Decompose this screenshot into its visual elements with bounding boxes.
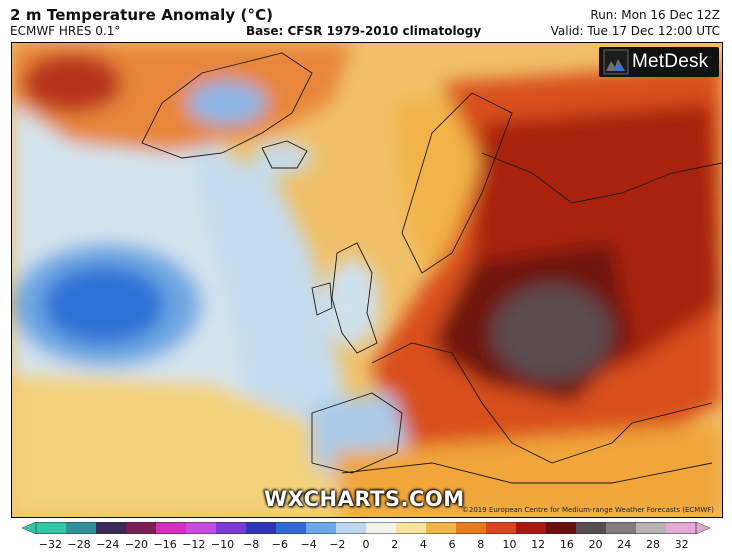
temperature-anomaly-map: MetDesk WXCHARTS.COM ©2019 European Cent… [11, 42, 723, 518]
coastlines [141, 52, 722, 484]
legend-tick-label: 16 [559, 538, 574, 551]
mid-atlantic-cool-band [192, 143, 342, 473]
balkans-peak-anomaly [492, 285, 612, 381]
great-britain-coast [331, 242, 378, 354]
legend-tick-label: 0 [362, 538, 370, 551]
iceland-cool-zone [252, 142, 312, 174]
baltic-coast [481, 152, 722, 204]
west-atlantic-cold-core [42, 265, 166, 345]
legend-tick-label: −32 [38, 538, 62, 551]
colorbar-segment [126, 522, 157, 534]
wxcharts-watermark: WXCHARTS.COM [264, 487, 465, 511]
run-time-label: Run: Mon 16 Dec 12Z [590, 8, 720, 22]
legend-tick-label: 20 [588, 538, 603, 551]
colorbar-segment [606, 522, 637, 534]
legend-tick-label: 4 [419, 538, 427, 551]
scandinavia-coast [401, 92, 513, 274]
legend-tick-label: −2 [329, 538, 346, 551]
colorbar-max-arrow [695, 522, 710, 534]
colorbar-segment [366, 522, 397, 534]
legend-tick-label: −10 [210, 538, 235, 551]
metdesk-logo: MetDesk [599, 47, 719, 77]
colorbar-segment [336, 522, 367, 534]
map-title: 2 m Temperature Anomaly (°C) [10, 6, 274, 24]
europe-south-coast [371, 342, 713, 464]
subtropical-warm-band [12, 373, 342, 517]
model-label: ECMWF HRES 0.1° [10, 24, 121, 38]
colorbar-segment [576, 522, 607, 534]
legend-tick-label: 24 [617, 538, 632, 551]
legend-tick-label: 8 [477, 538, 485, 551]
temperature-legend: −32 −28 −24 −20 −16 −12 −10 −8 −6 −4 −2 0 2 4 6 8 10 12 16… [0, 518, 732, 560]
colorbar-segment [486, 522, 517, 534]
legend-ticks: −32 −28 −24 −20 −16 −12 −10 −8 −6 −4 −2 0 2 4 6 8 10 12 16… [0, 538, 732, 554]
legend-tick-label: −24 [96, 538, 120, 551]
colorbar-min-arrow [22, 522, 37, 534]
ireland-coast [311, 282, 333, 316]
colorbar-segment [276, 522, 307, 534]
iceland-coast [261, 140, 308, 169]
legend-tick-label: −28 [67, 538, 91, 551]
colorbar-segment [216, 522, 247, 534]
colorbar-segment [66, 522, 97, 534]
north-africa-warm [332, 423, 722, 517]
legend-tick-label: −20 [124, 538, 149, 551]
colorbar-segment [156, 522, 187, 534]
britain-cool-zone [324, 259, 380, 347]
legend-tick-label: −12 [182, 538, 206, 551]
ecmwf-copyright: ©2019 European Centre for Medium-range W… [461, 506, 714, 514]
valid-time-label: Valid: Tue 17 Dec 12:00 UTC [550, 24, 720, 38]
legend-tick-label: 2 [391, 538, 399, 551]
north-africa-coast [341, 462, 713, 484]
legend-tick-label: 12 [531, 538, 546, 551]
colorbar-segment [516, 522, 547, 534]
legend-tick-label: 28 [645, 538, 660, 551]
colorbar-segment [36, 522, 67, 534]
legend-tick-label: −4 [300, 538, 317, 551]
legend-tick-label: −16 [153, 538, 177, 551]
colorbar-segment [546, 522, 577, 534]
anomaly-map-canvas [12, 43, 722, 517]
legend-tick-label: 32 [674, 538, 689, 551]
metdesk-logo-text: MetDesk [632, 51, 709, 72]
arctic-hot-spot [22, 53, 122, 113]
colorbar-segment [246, 522, 277, 534]
colorbar-segment [456, 522, 487, 534]
iberia-coast [311, 392, 403, 474]
greenland-coast [141, 52, 313, 159]
anomaly-field [12, 43, 722, 517]
colorbar-segment [306, 522, 337, 534]
colorbar-segment [666, 522, 697, 534]
colorbar-outline [35, 522, 697, 534]
chart-header: 2 m Temperature Anomaly (°C) ECMWF HRES … [0, 0, 732, 42]
greenland-cold-interior [187, 81, 267, 125]
legend-tick-label: −8 [243, 538, 260, 551]
colorbar-segment [186, 522, 217, 534]
colorbar-segment [426, 522, 457, 534]
legend-colorbar [22, 522, 710, 534]
metdesk-logo-icon [603, 49, 629, 75]
colorbar-segment [396, 522, 427, 534]
legend-tick-label: 10 [502, 538, 517, 551]
colorbar-segment [96, 522, 127, 534]
legend-tick-label: 6 [448, 538, 456, 551]
legend-tick-label: −6 [271, 538, 289, 551]
climatology-base-label: Base: CFSR 1979-2010 climatology [246, 24, 482, 38]
colorbar-segment [636, 522, 667, 534]
